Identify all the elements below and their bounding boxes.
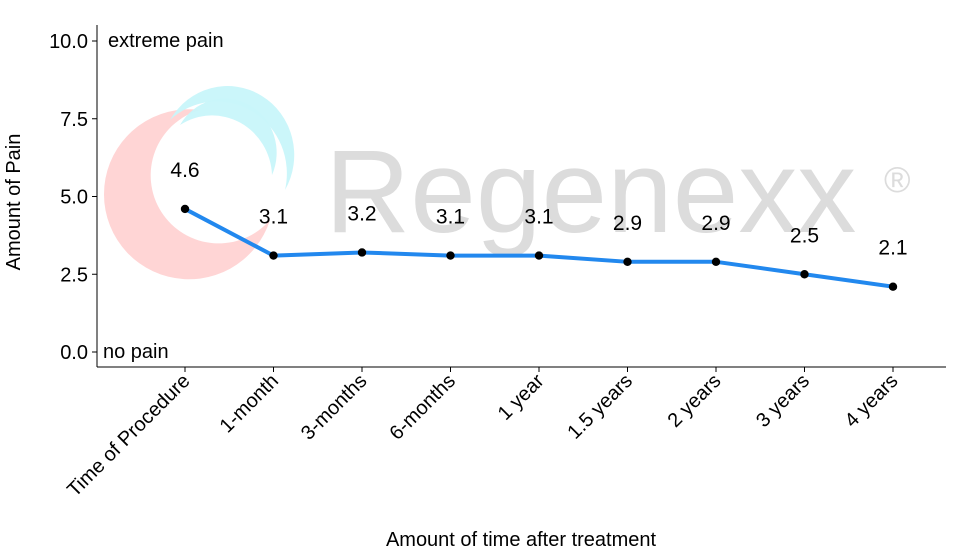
data-point <box>180 204 190 214</box>
data-point <box>357 248 367 257</box>
data-label: 3.1 <box>524 206 553 229</box>
data-point <box>800 270 809 279</box>
data-point <box>534 251 544 260</box>
data-label: 2.9 <box>701 212 730 235</box>
data-label: 3.1 <box>436 206 465 229</box>
watermark-text: Regenexx <box>325 126 856 258</box>
data-label: 2.1 <box>878 237 907 260</box>
y-axis-title: Amount of Pain <box>3 134 25 271</box>
data-point <box>446 251 455 260</box>
data-label: 2.5 <box>790 224 819 247</box>
x-axis-title: Amount of time after treatment <box>386 529 657 551</box>
data-label: 3.2 <box>347 202 376 225</box>
data-point <box>269 251 278 260</box>
annotation-no-pain: no pain <box>103 341 169 363</box>
data-point <box>888 282 898 291</box>
x-tick-label: 4 years <box>841 370 903 432</box>
watermark: Regenexx ® <box>103 86 911 280</box>
data-label: 4.6 <box>170 159 199 182</box>
y-axis-ticks: 0.0 2.5 5.0 7.5 10.0 <box>49 31 97 364</box>
x-axis-ticks: Time of Procedure 1-month 3-months 6-months… <box>63 367 903 501</box>
y-tick-label: 2.5 <box>60 264 88 286</box>
annotation-extreme-pain: extreme pain <box>108 30 224 52</box>
x-tick-label: 3 years <box>752 370 814 432</box>
x-tick-label: 1 year <box>494 370 549 425</box>
data-points <box>180 204 898 291</box>
y-tick-label: 0.0 <box>60 342 88 364</box>
y-tick-label: 10.0 <box>49 31 88 53</box>
y-tick-label: 5.0 <box>60 187 88 209</box>
data-label: 3.1 <box>259 206 288 229</box>
data-point <box>711 257 721 267</box>
x-tick-label: 1.5 years <box>563 370 637 444</box>
y-tick-label: 7.5 <box>60 109 88 131</box>
x-tick-label: 3-months <box>297 370 372 445</box>
x-tick-label: Time of Procedure <box>63 370 194 501</box>
data-point <box>623 257 632 267</box>
x-tick-label: 6-months <box>386 370 461 445</box>
watermark-registered-mark: ® <box>884 159 911 200</box>
data-labels: 4.6 3.1 3.2 3.1 3.1 2.9 2.9 2.5 2.1 <box>170 159 907 260</box>
watermark-logo-icon <box>103 86 295 280</box>
x-tick-label: 2 years <box>664 370 726 432</box>
data-label: 2.9 <box>613 212 642 235</box>
x-tick-label: 1-month <box>216 370 283 437</box>
